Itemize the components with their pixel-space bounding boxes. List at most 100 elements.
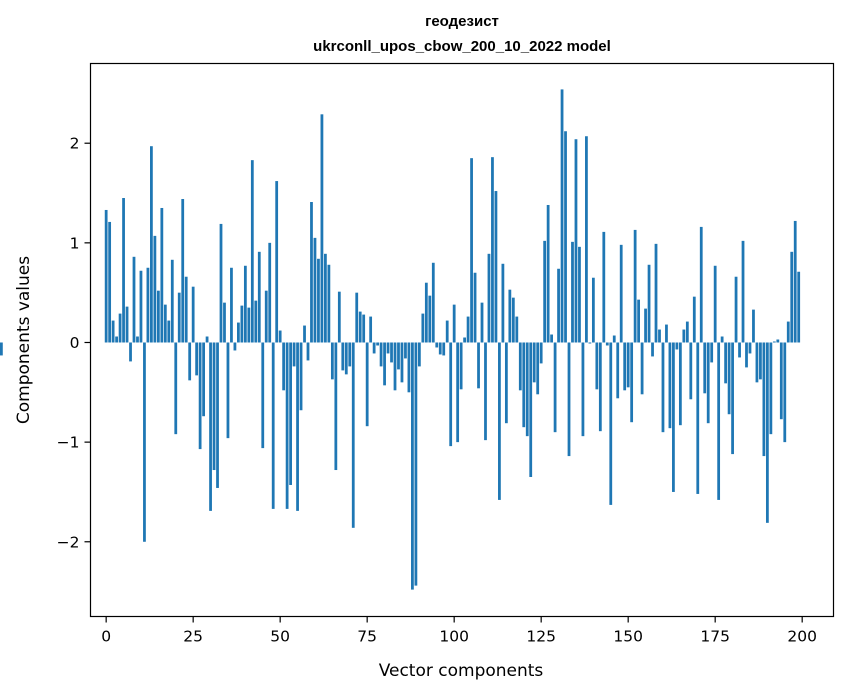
bar (163, 304, 167, 343)
bar (752, 309, 755, 343)
bar (623, 342, 627, 391)
bar (417, 342, 421, 367)
bar (428, 295, 432, 343)
bar (170, 259, 174, 343)
bar (167, 320, 171, 343)
bar (233, 342, 237, 351)
bar (710, 342, 714, 363)
bar (424, 282, 428, 343)
bar (156, 290, 160, 343)
bar (745, 342, 748, 368)
bar (393, 342, 397, 391)
bar (602, 231, 606, 343)
bar (772, 341, 776, 343)
bar (508, 289, 512, 343)
plot-frame (89, 62, 835, 618)
bar (738, 342, 741, 358)
y-axis: −2 −1 0 1 2 (57, 135, 91, 551)
bar (790, 251, 794, 343)
bar (327, 264, 331, 343)
bar (216, 342, 219, 488)
x-tick-label: 25 (183, 628, 203, 646)
bar (282, 342, 286, 391)
bar (689, 342, 693, 400)
bar (487, 253, 491, 343)
bar (494, 191, 498, 343)
bar (793, 220, 797, 343)
bar (776, 339, 780, 343)
bar (442, 342, 446, 356)
bar (299, 342, 303, 411)
bar (303, 325, 306, 343)
bar (786, 321, 790, 343)
bar (223, 302, 226, 343)
bar (529, 342, 533, 477)
bar (591, 277, 595, 343)
bar (181, 199, 185, 343)
bar (330, 342, 334, 380)
bar (202, 342, 205, 417)
bar-series (0, 89, 801, 590)
bar (717, 342, 721, 500)
bar (511, 297, 515, 343)
bar (567, 342, 571, 457)
bar (477, 342, 480, 389)
bar (769, 342, 773, 435)
bar (278, 330, 282, 343)
y-tick-label: −1 (57, 434, 80, 452)
bar (525, 342, 529, 437)
bar (296, 342, 299, 511)
y-tick-label: −2 (57, 533, 80, 551)
bar (452, 304, 456, 343)
bar (783, 342, 787, 443)
bar (219, 223, 223, 343)
bar (198, 342, 202, 450)
bar (612, 335, 616, 343)
bar (250, 160, 254, 343)
bar (637, 299, 640, 343)
bar (759, 342, 762, 380)
bar (665, 324, 668, 343)
bar (174, 342, 178, 435)
bar (779, 342, 783, 420)
bar (365, 342, 369, 427)
bar (177, 292, 181, 343)
bar (118, 313, 122, 343)
bar (240, 305, 244, 343)
bar (734, 276, 738, 343)
bar (355, 292, 359, 343)
bar (358, 311, 362, 343)
x-tick-label: 200 (787, 628, 817, 646)
bar (257, 251, 261, 343)
bar (675, 342, 679, 350)
bar (397, 342, 400, 370)
bar (292, 342, 296, 367)
bar (678, 342, 682, 426)
bar (379, 342, 383, 367)
bar (536, 342, 540, 395)
bar (616, 342, 620, 399)
bar (209, 342, 212, 511)
x-tick-label: 0 (101, 628, 111, 646)
bar (571, 241, 574, 343)
bar (414, 342, 418, 586)
bar (661, 342, 665, 433)
bar (289, 342, 292, 485)
bar (362, 314, 366, 343)
bar (195, 342, 199, 376)
bar (132, 256, 136, 343)
bar (585, 136, 588, 343)
y-tick-label: 1 (70, 234, 80, 252)
bar (588, 342, 592, 344)
chart-title: геодезист (425, 13, 499, 30)
bar (518, 342, 522, 391)
bar (595, 342, 599, 390)
x-axis-label: Vector components (379, 661, 544, 681)
x-tick-label: 75 (357, 628, 377, 646)
bar (438, 342, 442, 355)
bar (491, 157, 494, 343)
bar (626, 342, 630, 388)
bar (609, 342, 613, 505)
bar (449, 342, 453, 447)
